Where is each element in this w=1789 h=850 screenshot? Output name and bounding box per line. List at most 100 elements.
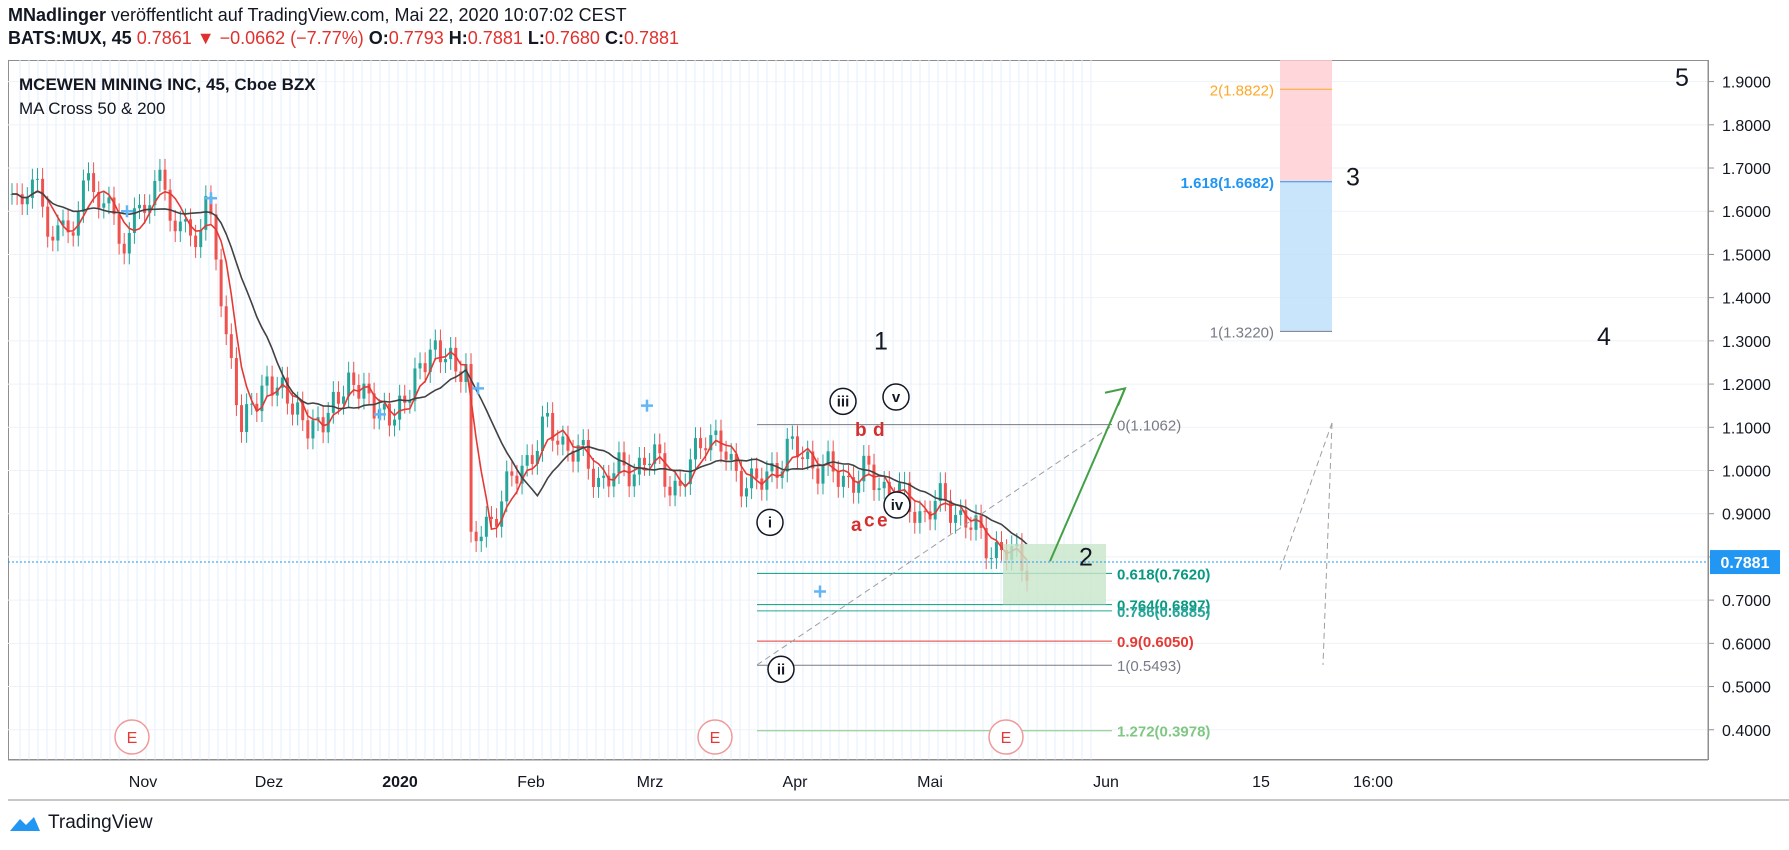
wave-circle-iii [829, 387, 857, 416]
candle-body [102, 203, 106, 208]
y-axis-tick-label: 1.0000 [1722, 463, 1771, 480]
earnings-marker[interactable] [988, 719, 1024, 755]
earnings-marker[interactable] [697, 719, 733, 755]
candle-body [546, 412, 550, 417]
extension-zone-red [1280, 60, 1332, 182]
fib-level-label: 0.786(0.6885) [1117, 604, 1210, 621]
y-axis-tick-label: 1.4000 [1722, 291, 1771, 308]
x-axis-tick-label: Nov [129, 774, 157, 791]
candle-body [81, 180, 85, 213]
current-price-tag[interactable] [1710, 550, 1780, 575]
legend-title[interactable]: MCEWEN MINING INC, 45, Cboe BZX [19, 75, 316, 94]
y-axis-tick-label: 1.1000 [1722, 420, 1771, 437]
candle-body [714, 430, 718, 436]
candle-body [699, 438, 703, 449]
fib-level-label: 0(1.1062) [1117, 418, 1181, 435]
candle-body [342, 396, 346, 404]
candle-body [867, 455, 871, 465]
candle-body [387, 403, 391, 426]
y-axis-tick-label: 1.5000 [1722, 247, 1771, 264]
candle-body [464, 364, 468, 382]
y-axis-tick-label: 0.5000 [1722, 680, 1771, 697]
wave-circle-iv [883, 491, 911, 519]
author-name[interactable]: MNadlinger [8, 5, 107, 25]
candle-body [673, 480, 677, 496]
candle-body [540, 416, 544, 451]
candle-body [250, 403, 254, 405]
candle-body [204, 196, 208, 230]
candle-body [433, 340, 437, 350]
candle-body [948, 500, 952, 523]
candle-body [877, 488, 881, 491]
wave-label-1: 1 [874, 328, 888, 356]
candle-body [795, 436, 799, 458]
candle-body [724, 451, 728, 460]
candle-body [617, 452, 621, 474]
candle-body [693, 438, 697, 460]
earnings-marker[interactable] [114, 719, 150, 755]
candle-body [408, 400, 412, 403]
corrective-label-a: a [851, 515, 862, 536]
candle-body [551, 412, 555, 441]
candle-body [393, 419, 397, 426]
x-axis-tick-label: Mrz [637, 774, 664, 791]
candle-body [122, 243, 126, 254]
candle-body [189, 219, 193, 236]
x-axis-tick-label: Dez [255, 774, 283, 791]
candle-body [637, 457, 641, 475]
close-value: 0.7881 [623, 28, 680, 48]
candle-body [520, 465, 524, 484]
candle-body [602, 475, 606, 478]
candle-body [974, 515, 978, 530]
extension-zone-blue [1280, 181, 1332, 332]
candle-body [336, 391, 340, 404]
wave-label-4: 4 [1597, 323, 1611, 351]
candle-body [61, 220, 65, 226]
candle-body [887, 481, 891, 499]
candle-body [535, 450, 539, 464]
ma-cross-marker-icon [374, 408, 386, 421]
candle-body [413, 368, 417, 401]
tradingview-logo-icon [10, 817, 40, 831]
candle-body [316, 417, 320, 421]
candle-body [449, 347, 453, 360]
candle-body [66, 220, 70, 233]
candle-body [56, 225, 60, 241]
candle-body [291, 403, 295, 415]
candle-body [750, 468, 754, 489]
legend-indicator[interactable]: MA Cross 50 & 200 [19, 99, 166, 118]
candle-body [240, 405, 244, 433]
projection-arrow-line [1049, 387, 1126, 562]
ma-cross-marker-icon [641, 399, 653, 412]
candle-body [500, 501, 504, 527]
earnings-marker-label: E [710, 730, 721, 747]
candle-body [301, 402, 305, 421]
x-axis-tick-label: Feb [517, 774, 545, 791]
candle-body [826, 451, 830, 466]
candle-body [505, 471, 509, 502]
candle-body [489, 516, 493, 520]
wave-circle-label-i: i [768, 514, 772, 531]
candle-body [622, 452, 626, 466]
corrective-label-b: b [855, 420, 867, 441]
close-label: C: [604, 28, 624, 48]
candle-body [581, 440, 585, 446]
candle-body [270, 376, 274, 396]
low-value: 0.7680 [544, 28, 600, 48]
candle-body [994, 542, 998, 559]
candle-body [362, 383, 366, 399]
candle-body [107, 197, 111, 204]
candle-body [36, 178, 40, 180]
candle-body [556, 440, 560, 445]
candle-body [479, 536, 483, 542]
candle-body [729, 453, 733, 460]
candle-body [428, 349, 432, 373]
candle-body [969, 527, 973, 530]
footer-brand[interactable]: TradingView [48, 812, 153, 833]
candle-body [918, 511, 922, 523]
candle-body [234, 358, 238, 406]
candle-body [739, 470, 743, 497]
target-zone [1003, 543, 1106, 605]
candle-body [775, 463, 779, 478]
